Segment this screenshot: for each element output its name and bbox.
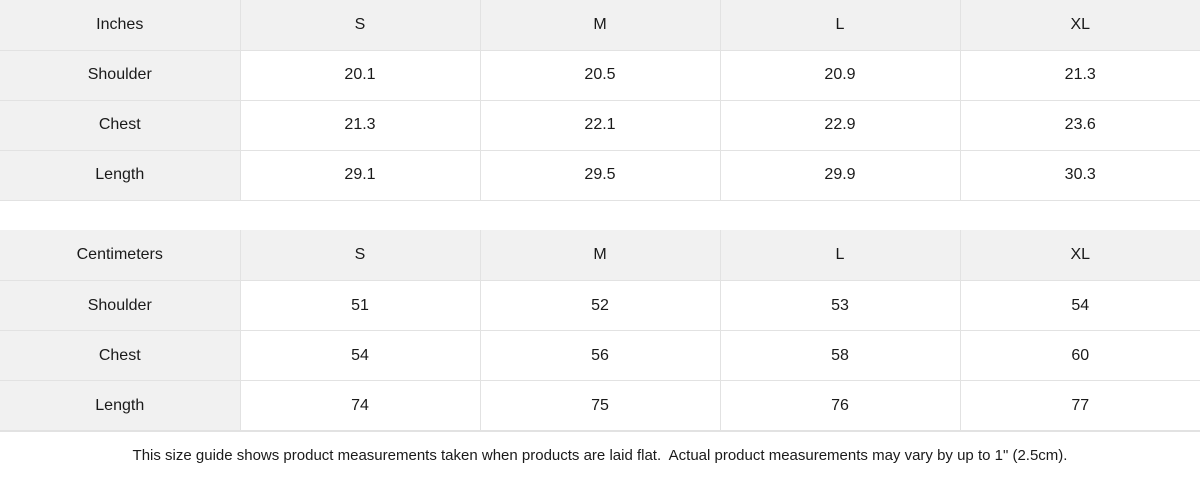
table-header-inches: Inches S M L XL [0, 0, 1200, 51]
cell-length-m: 29.5 [479, 149, 721, 201]
cell-chest-l: 22.9 [719, 99, 961, 151]
column-header-l: L [719, 0, 961, 51]
cell-chest-l: 58 [719, 329, 961, 381]
cell-shoulder-l: 53 [719, 279, 961, 331]
column-header-s: S [239, 230, 481, 281]
table-row: Shoulder 51 52 53 54 [0, 279, 1200, 331]
table-body-centimeters: Shoulder 51 52 53 54 Chest 54 56 58 60 L… [0, 279, 1200, 431]
row-label-length: Length [0, 149, 241, 201]
cell-length-s: 29.1 [239, 149, 481, 201]
table-row: Chest 21.3 22.1 22.9 23.6 [0, 99, 1200, 151]
table-row: Length 29.1 29.5 29.9 30.3 [0, 149, 1200, 201]
row-label-shoulder: Shoulder [0, 49, 241, 101]
cell-chest-m: 56 [479, 329, 721, 381]
cell-length-l: 29.9 [719, 149, 961, 201]
cell-length-xl: 30.3 [959, 149, 1200, 201]
column-header-l: L [719, 230, 961, 281]
table-row: Chest 54 56 58 60 [0, 329, 1200, 381]
cell-shoulder-xl: 21.3 [959, 49, 1200, 101]
size-table-inches: Inches S M L XL Shoulder 20.1 20.5 20.9 … [0, 0, 1200, 201]
column-header-xl: XL [959, 0, 1200, 51]
table-row: Shoulder 20.1 20.5 20.9 21.3 [0, 49, 1200, 101]
header-row: Inches S M L XL [0, 0, 1200, 51]
row-label-length: Length [0, 379, 241, 431]
cell-chest-s: 21.3 [239, 99, 481, 151]
cell-length-xl: 77 [959, 379, 1200, 431]
cell-shoulder-m: 52 [479, 279, 721, 331]
cell-chest-xl: 60 [959, 329, 1200, 381]
cell-length-s: 74 [239, 379, 481, 431]
unit-label-inches: Inches [0, 0, 241, 51]
size-guide-disclaimer: This size guide shows product measuremen… [0, 430, 1200, 480]
cell-shoulder-s: 51 [239, 279, 481, 331]
cell-shoulder-xl: 54 [959, 279, 1200, 331]
cell-shoulder-s: 20.1 [239, 49, 481, 101]
table-row: Length 74 75 76 77 [0, 379, 1200, 431]
cell-shoulder-m: 20.5 [479, 49, 721, 101]
row-label-chest: Chest [0, 329, 241, 381]
size-table-centimeters: Centimeters S M L XL Shoulder 51 52 53 5… [0, 230, 1200, 431]
header-row: Centimeters S M L XL [0, 230, 1200, 281]
cell-length-l: 76 [719, 379, 961, 431]
cell-chest-m: 22.1 [479, 99, 721, 151]
column-header-xl: XL [959, 230, 1200, 281]
cell-length-m: 75 [479, 379, 721, 431]
cell-shoulder-l: 20.9 [719, 49, 961, 101]
table-spacer [0, 200, 1200, 231]
column-header-m: M [479, 0, 721, 51]
unit-label-centimeters: Centimeters [0, 230, 241, 281]
column-header-m: M [479, 230, 721, 281]
table-header-centimeters: Centimeters S M L XL [0, 230, 1200, 281]
table-body-inches: Shoulder 20.1 20.5 20.9 21.3 Chest 21.3 … [0, 49, 1200, 201]
cell-chest-s: 54 [239, 329, 481, 381]
row-label-shoulder: Shoulder [0, 279, 241, 331]
cell-chest-xl: 23.6 [959, 99, 1200, 151]
column-header-s: S [239, 0, 481, 51]
row-label-chest: Chest [0, 99, 241, 151]
